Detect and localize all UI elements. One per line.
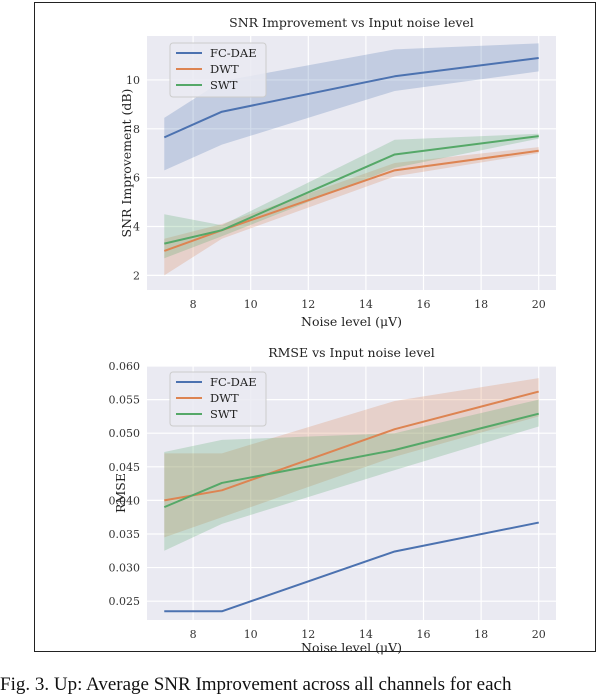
y-tick-label: 6	[133, 172, 140, 185]
x-tick-label: 14	[359, 628, 373, 641]
x-tick-label: 16	[417, 628, 431, 641]
x-axis-label: Noise level (μV)	[301, 640, 402, 655]
series-line-dwt	[163, 149, 539, 252]
y-tick-label: 8	[133, 123, 140, 136]
x-tick-label: 12	[301, 298, 315, 311]
y-tick-label: 0.025	[109, 595, 141, 608]
legend-label: FC-DAE	[210, 46, 257, 60]
x-tick-label: 16	[417, 298, 431, 311]
band-swt	[164, 133, 539, 259]
y-tick-label: 4	[133, 221, 140, 234]
legend-label: SWT	[210, 407, 238, 421]
x-tick-label: 18	[474, 628, 488, 641]
y-tick-label: 0.055	[109, 394, 141, 407]
x-tick-label: 18	[474, 298, 488, 311]
y-tick-label: 10	[126, 74, 140, 87]
y-axis-label: SNR Improvement (dB)	[119, 89, 134, 238]
y-tick-label: 0.035	[109, 528, 141, 541]
x-tick-label: 10	[244, 628, 258, 641]
y-tick-label: 0.030	[109, 562, 141, 575]
x-tick-label: 20	[532, 298, 546, 311]
x-tick-label: 14	[359, 298, 373, 311]
legend-box	[169, 371, 267, 427]
y-tick-label: 0.050	[109, 427, 141, 440]
legend-label: DWT	[210, 391, 239, 405]
y-tick-label: 0.040	[109, 494, 141, 507]
y-tick-label: 0.045	[109, 461, 141, 474]
x-tick-label: 10	[244, 298, 258, 311]
y-tick-label: 0.060	[109, 360, 141, 373]
x-tick-label: 8	[190, 628, 197, 641]
chart-title: SNR Improvement vs Input noise level	[229, 15, 474, 30]
series-line-fc-dae	[164, 521, 539, 613]
legend-label: DWT	[210, 62, 239, 76]
legend-box	[169, 42, 267, 98]
figure-caption: Fig. 3. Up: Average SNR Improvement acro…	[0, 674, 512, 695]
x-tick-label: 8	[190, 298, 197, 311]
y-tick-label: 2	[133, 269, 140, 282]
legend: FC-DAE DWT SWT	[169, 42, 267, 98]
series-line-swt	[163, 412, 539, 509]
x-tick-label: 12	[301, 628, 315, 641]
series-line-fc-dae	[163, 56, 539, 139]
series-line-swt	[164, 135, 539, 245]
figure-frame	[34, 2, 596, 652]
y-axis-label: RMSE	[113, 473, 128, 513]
chart-1: 8 10 12 14 16 18 20 2 4 6 8 10 FC-DAE DWT SWT SNR Impro…	[119, 15, 556, 329]
chart-title: RMSE vs Input noise level	[268, 345, 435, 360]
legend-label: FC-DAE	[210, 375, 257, 389]
legend: FC-DAE DWT SWT	[169, 371, 267, 427]
legend-label: SWT	[210, 78, 238, 92]
x-axis-label: Noise level (μV)	[301, 314, 402, 329]
x-tick-label: 20	[532, 628, 546, 641]
chart-2: 8 10 12 14 16 18 20 0.025 0.030 0.035 0.040 0.045 0.…	[109, 345, 556, 655]
